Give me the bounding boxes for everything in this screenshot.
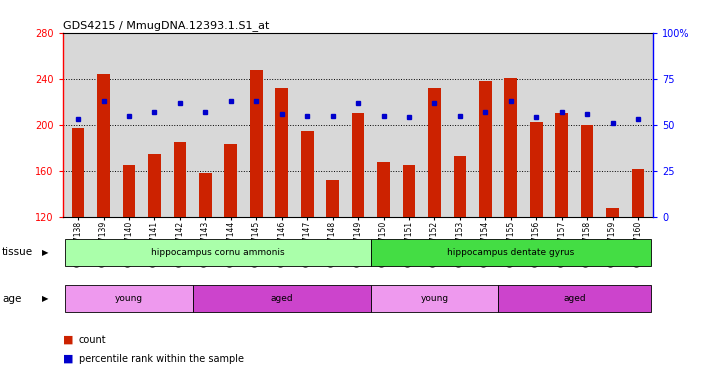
- Bar: [453, 156, 466, 217]
- Text: hippocampus dentate gyrus: hippocampus dentate gyrus: [447, 248, 574, 257]
- Bar: [606, 208, 619, 217]
- Bar: [352, 113, 364, 217]
- Bar: [148, 154, 161, 217]
- Bar: [504, 78, 517, 217]
- Bar: [66, 239, 371, 266]
- Text: ■: ■: [63, 335, 74, 345]
- Bar: [371, 239, 650, 266]
- Bar: [250, 70, 263, 217]
- Bar: [428, 88, 441, 217]
- Bar: [580, 125, 593, 217]
- Text: age: age: [2, 293, 21, 304]
- Bar: [224, 144, 237, 217]
- Bar: [377, 162, 390, 217]
- Bar: [123, 165, 136, 217]
- Text: ▶: ▶: [41, 294, 49, 303]
- Bar: [301, 131, 313, 217]
- Bar: [371, 285, 498, 313]
- Bar: [199, 173, 212, 217]
- Text: ▶: ▶: [41, 248, 49, 257]
- Bar: [403, 165, 416, 217]
- Bar: [632, 169, 645, 217]
- Text: aged: aged: [563, 294, 585, 303]
- Bar: [174, 142, 186, 217]
- Text: aged: aged: [271, 294, 293, 303]
- Bar: [530, 122, 543, 217]
- Text: percentile rank within the sample: percentile rank within the sample: [79, 354, 243, 364]
- Text: young: young: [421, 294, 448, 303]
- Bar: [555, 113, 568, 217]
- Bar: [276, 88, 288, 217]
- Bar: [66, 285, 193, 313]
- Text: hippocampus cornu ammonis: hippocampus cornu ammonis: [151, 248, 285, 257]
- Bar: [71, 128, 84, 217]
- Text: tissue: tissue: [2, 247, 34, 258]
- Bar: [193, 285, 371, 313]
- Bar: [97, 74, 110, 217]
- Bar: [498, 285, 650, 313]
- Bar: [479, 81, 492, 217]
- Text: young: young: [115, 294, 143, 303]
- Text: ■: ■: [63, 354, 74, 364]
- Bar: [326, 180, 339, 217]
- Text: count: count: [79, 335, 106, 345]
- Text: GDS4215 / MmugDNA.12393.1.S1_at: GDS4215 / MmugDNA.12393.1.S1_at: [63, 20, 269, 31]
